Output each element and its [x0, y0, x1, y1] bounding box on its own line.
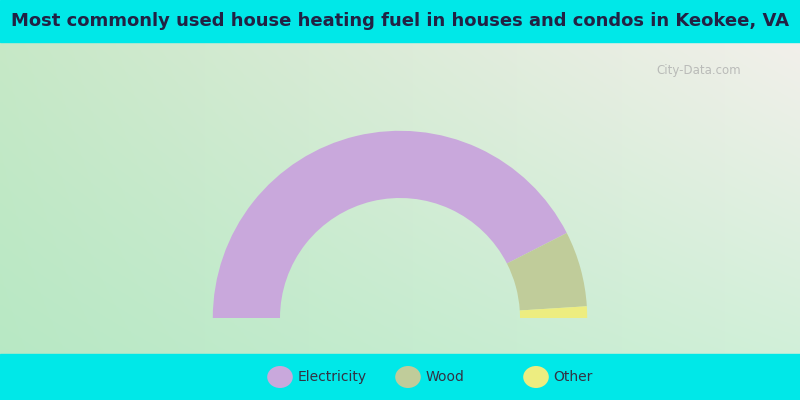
Bar: [0, 0, 800, 42]
Text: Other: Other: [554, 370, 593, 384]
Text: City-Data.com: City-Data.com: [656, 64, 741, 77]
Text: Wood: Wood: [426, 370, 465, 384]
Wedge shape: [520, 306, 587, 318]
Wedge shape: [213, 131, 566, 318]
Text: Electricity: Electricity: [298, 370, 366, 384]
Ellipse shape: [395, 366, 421, 388]
Bar: [0, 354, 800, 400]
Text: Most commonly used house heating fuel in houses and condos in Keokee, VA: Most commonly used house heating fuel in…: [11, 12, 789, 30]
Ellipse shape: [523, 366, 549, 388]
Wedge shape: [507, 233, 587, 310]
Ellipse shape: [267, 366, 293, 388]
